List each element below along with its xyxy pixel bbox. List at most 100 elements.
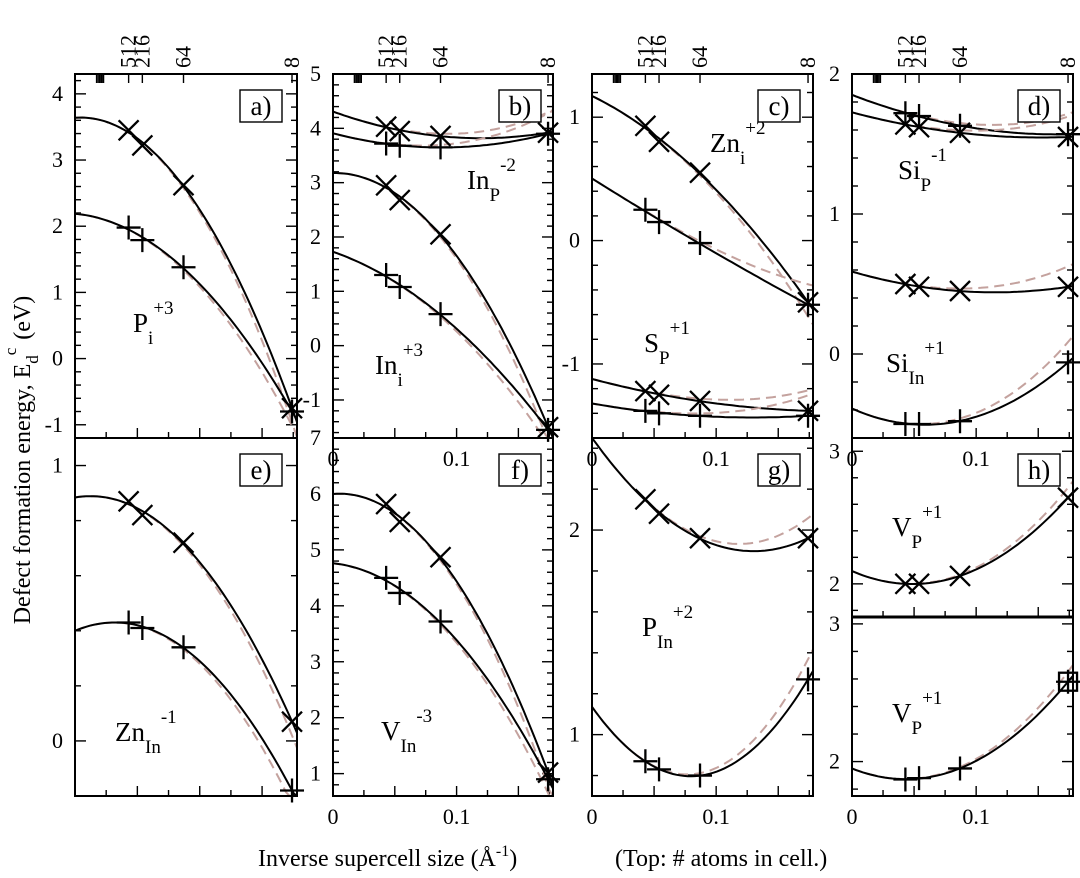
data-point-x	[894, 113, 917, 136]
top-tick-label: 8	[795, 57, 820, 68]
series-fit-line	[74, 212, 298, 421]
data-point-plus	[907, 412, 932, 436]
data-point-x	[689, 527, 711, 550]
y-tick-label: 7	[310, 425, 321, 450]
series-fit-line	[591, 378, 814, 412]
panel-h-lower: 2 3 0 0.1 VP+1	[829, 611, 1080, 829]
defect-label: Ini+3	[375, 340, 423, 391]
data-point-x	[429, 223, 452, 246]
data-point-x	[648, 384, 670, 406]
data-point-plus	[1056, 350, 1080, 375]
top-tick-label: 64	[428, 46, 453, 68]
y-tick-label: 2	[829, 61, 840, 86]
y-tick-label: 2	[829, 571, 840, 596]
data-point-x	[949, 121, 971, 144]
panel-tag-box	[757, 453, 801, 487]
panel-tag-box	[498, 453, 542, 487]
data-point-plus	[907, 766, 932, 791]
data-point-x	[131, 504, 154, 526]
y-tick-label: 0	[569, 228, 580, 253]
y-tick-label: 1	[569, 722, 580, 747]
y-tick-label: 3	[829, 611, 840, 636]
panel-tag-box	[1017, 453, 1061, 487]
data-point-plus	[374, 565, 399, 590]
defect-label: SP+1	[644, 318, 690, 369]
series-fit-dashed	[851, 263, 1074, 290]
data-point-x	[1057, 126, 1079, 148]
data-point-plus	[536, 767, 561, 792]
data-point-plus	[796, 667, 821, 692]
y-tick-label: 2	[829, 749, 840, 774]
panel-tag: a)	[251, 91, 272, 121]
x-axis-label-main: Inverse supercell size (Å	[258, 846, 497, 872]
series-fit-line	[332, 250, 554, 437]
x-tick-label: 0	[587, 804, 598, 829]
panel-tag-box	[239, 453, 283, 487]
data-point-plus	[116, 215, 141, 240]
series-fit-line	[74, 116, 298, 423]
y-tick-label: 6	[310, 481, 321, 506]
data-point-x	[797, 527, 819, 550]
series-fit-dashed	[851, 664, 1074, 780]
y-tick-label: 3	[310, 170, 321, 195]
top-tick-label: 216	[387, 35, 412, 68]
panel-tag-box	[757, 89, 801, 123]
series-fit-line	[333, 172, 554, 439]
y-tick-label: 1	[310, 761, 321, 786]
y-tick-label: 4	[310, 115, 321, 140]
top-tick-label: 64	[947, 46, 972, 68]
data-point-plus	[428, 302, 453, 327]
top-tick-label: 512	[892, 35, 917, 68]
x-tick-label: 0	[847, 804, 858, 829]
series-fit-dashed	[591, 378, 814, 401]
top-tick-label: 216	[906, 35, 931, 68]
data-point-x	[375, 493, 397, 515]
x-tick-label: 0.1	[962, 446, 990, 471]
panel-f: 1 2 3 4 5 6 7 0 0.1 f) VIn-3	[310, 425, 561, 829]
defect-label: VP+1	[892, 688, 942, 739]
data-point-plus	[633, 749, 658, 774]
series-fit-line	[591, 670, 814, 778]
y-axis-label-sub: d	[23, 355, 42, 364]
data-point-x	[648, 502, 670, 525]
data-point-x	[648, 131, 670, 153]
data-point-x	[131, 134, 154, 157]
data-point-plus	[893, 767, 918, 792]
defect-label: SiP-1	[898, 145, 947, 196]
y-tick-label: -1	[45, 412, 63, 437]
defect-label: VIn-3	[381, 706, 432, 757]
panel-tag: b)	[509, 91, 532, 121]
panel-tag: f)	[511, 455, 529, 485]
data-point-x	[1057, 486, 1079, 509]
x-axis-label-close: )	[509, 846, 517, 872]
panel-frame	[591, 437, 814, 797]
y-tick-label: 0	[52, 728, 63, 753]
y-axis-label-sup: c	[1, 347, 20, 355]
panel-frame	[332, 73, 554, 439]
series-fit-dashed	[332, 562, 554, 797]
top-tick-label: 64	[687, 46, 712, 68]
defect-label: ZnIn-1	[115, 707, 177, 758]
y-tick-label: 0	[52, 346, 63, 371]
data-point-plus	[688, 403, 713, 428]
x-tick-label: 0.1	[702, 446, 730, 471]
data-point-plus	[1056, 122, 1080, 147]
top-tick-label: 512	[632, 35, 657, 68]
data-point-plus	[171, 635, 196, 660]
series-fit-line	[591, 95, 814, 310]
series-fit-dashed	[851, 480, 1074, 585]
data-point-plus	[280, 778, 305, 803]
y-tick-label: 3	[829, 438, 840, 463]
series-fit-line	[851, 491, 1074, 585]
svg-text:Defect formation energy, Edc(e: Defect formation energy, Edc (eV)	[1, 296, 42, 625]
panel-e: 0 1 e) ZnIn-1	[52, 437, 305, 803]
data-point-plus	[374, 263, 399, 288]
data-point-plus	[948, 756, 973, 781]
x-tick-label: 0.1	[962, 804, 990, 829]
data-point-x	[172, 531, 195, 554]
data-point-plus	[387, 580, 412, 605]
